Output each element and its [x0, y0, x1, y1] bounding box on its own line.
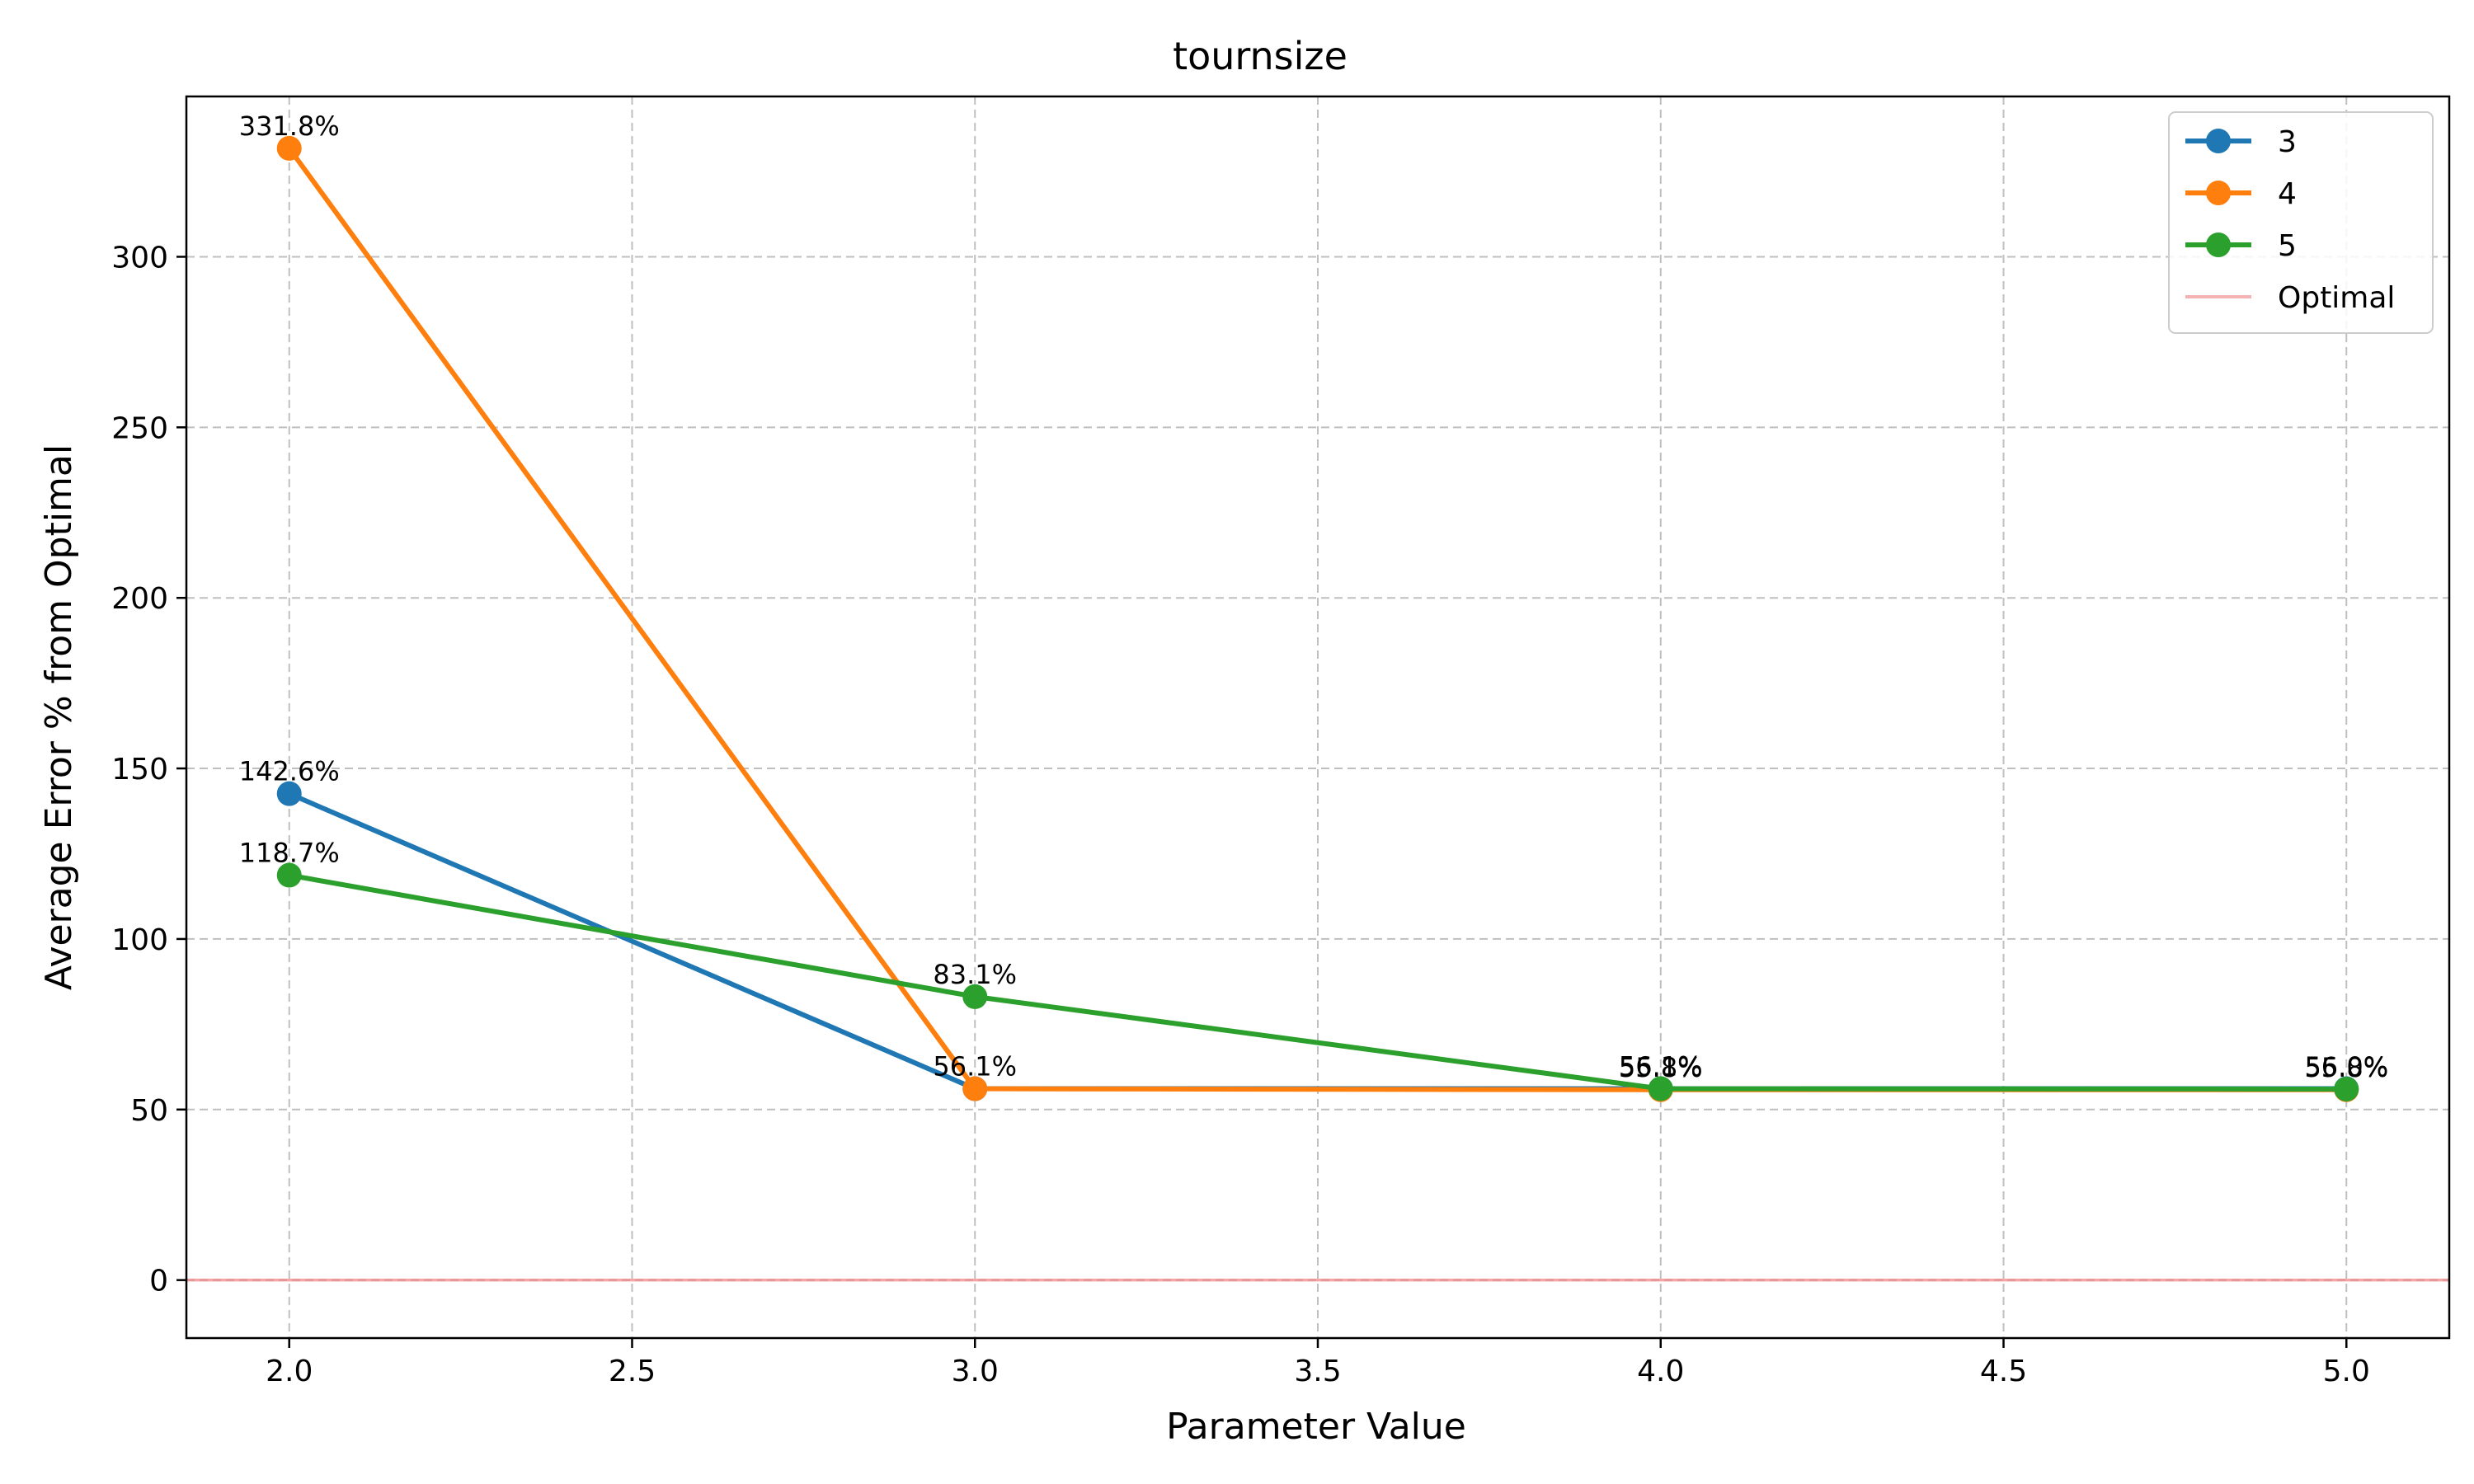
x-axis-ticks: 2.0 2.5 3.0 3.5 4.0 4.5 5.0	[266, 1338, 2370, 1388]
y-tick-label: 150	[111, 753, 168, 787]
x-tick-label: 5.0	[2323, 1355, 2370, 1388]
data-point	[276, 862, 302, 888]
legend-item: Optimal	[2185, 281, 2395, 315]
series-line-5	[289, 872, 2347, 1092]
data-label: 56.1%	[933, 1051, 1017, 1082]
legend: 3 4 5 Optimal	[2168, 111, 2434, 334]
y-tick-label: 300	[111, 241, 168, 275]
y-tick-label: 50	[130, 1094, 168, 1128]
x-axis-label: Parameter Value	[1166, 1406, 1466, 1448]
data-point	[276, 781, 302, 806]
series-5	[276, 862, 2359, 1101]
legend-item: 3	[2185, 125, 2297, 159]
x-tick-label: 3.0	[952, 1355, 999, 1388]
legend-marker	[2206, 129, 2231, 153]
data-point	[1648, 1076, 1673, 1101]
legend-label: Optimal	[2278, 281, 2395, 315]
data-label: 142.6%	[239, 756, 340, 787]
chart-title: tournsize	[1173, 34, 1348, 78]
y-tick-label: 250	[111, 411, 168, 445]
legend-label: 4	[2278, 177, 2297, 211]
data-label: 56.1%	[1619, 1051, 1703, 1082]
y-tick-label: 200	[111, 582, 168, 616]
legend-label: 3	[2278, 125, 2297, 159]
data-point	[962, 1076, 988, 1101]
data-label: 55.8%	[2304, 1052, 2388, 1083]
legend-item: 4	[2185, 177, 2297, 211]
data-label: 331.8%	[239, 110, 340, 142]
legend-label: 5	[2278, 229, 2297, 263]
legend-marker	[2206, 232, 2231, 257]
x-tick-label: 2.0	[266, 1355, 313, 1388]
point-labels: 142.6%331.8%56.1% 55.8% 55.8%118.7%83.1%56…	[239, 110, 2388, 1083]
y-tick-label: 100	[111, 923, 168, 957]
legend-marker	[2206, 181, 2231, 205]
data-label: 55.8%	[1619, 1052, 1703, 1083]
x-tick-label: 2.5	[609, 1355, 656, 1388]
y-axis-label: Average Error % from Optimal	[38, 444, 80, 990]
series-layer	[276, 135, 2359, 1102]
data-point	[962, 984, 988, 1009]
x-tick-label: 4.0	[1637, 1355, 1684, 1388]
data-label: 56.0%	[2304, 1051, 2388, 1082]
data-point	[2334, 1076, 2359, 1101]
y-tick-label: 0	[149, 1265, 168, 1298]
x-tick-label: 3.5	[1294, 1355, 1341, 1388]
data-point	[276, 135, 302, 161]
x-tick-label: 4.5	[1980, 1355, 2027, 1388]
legend-item: 5	[2185, 229, 2297, 263]
data-label: 118.7%	[239, 838, 340, 869]
data-label: 83.1%	[933, 959, 1017, 990]
y-axis-ticks: 0 50 100 150 200 250 300	[111, 241, 186, 1298]
legend-box	[2168, 111, 2434, 334]
